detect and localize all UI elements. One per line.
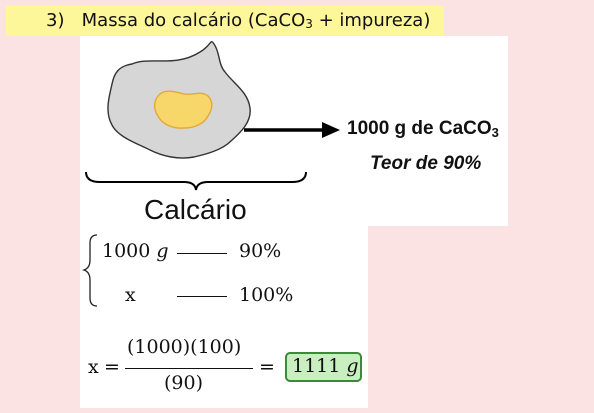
question-title-subscript: 3 (305, 17, 313, 31)
equation-denominator: (90) (164, 372, 204, 394)
proportion-row1-right: 90% (239, 240, 282, 262)
calcario-label: Calcário (144, 194, 247, 225)
mass-label: 1000 g de CaCO3 (347, 118, 499, 140)
proportion-row1-value: 1000 (102, 240, 151, 262)
proportion-row2-right: 100% (239, 284, 294, 306)
impurity-inclusion (153, 90, 213, 129)
curly-brace-icon (85, 171, 307, 191)
proportion-brace-icon (81, 234, 98, 307)
proportion-row1-unit: g (156, 240, 169, 262)
proportion-row2-left: x (125, 284, 136, 306)
question-title-end: + impureza) (312, 10, 431, 31)
equation-lhs: x (88, 356, 99, 378)
result-number: 1111 (292, 355, 341, 377)
equation-fraction-line (125, 368, 253, 369)
question-title: 3) Massa do calcário (CaCO3 + impureza) (46, 10, 430, 31)
arrow-right-icon (244, 122, 340, 138)
question-number: 3) (46, 10, 65, 31)
result-value: 1111 g (292, 355, 359, 377)
proportion-row2-dash (177, 296, 227, 297)
equation-equals-2: = (259, 356, 275, 378)
result-unit: g (346, 355, 359, 377)
mass-label-text: 1000 g de CaCO (347, 118, 492, 139)
proportion-row1-left: 1000 g (102, 240, 169, 262)
mass-label-subscript: 3 (491, 125, 499, 140)
proportion-row1-dash (177, 253, 227, 254)
equation-numerator: (1000)(100) (127, 336, 242, 358)
result-highlight-box (285, 352, 362, 382)
equation-equals-1: = (104, 356, 120, 378)
question-title-text: Massa do calcário (CaCO (81, 10, 306, 31)
question-header: 3) Massa do calcário (CaCO3 + impureza) (6, 6, 444, 36)
teor-label: Teor de 90% (370, 153, 482, 174)
